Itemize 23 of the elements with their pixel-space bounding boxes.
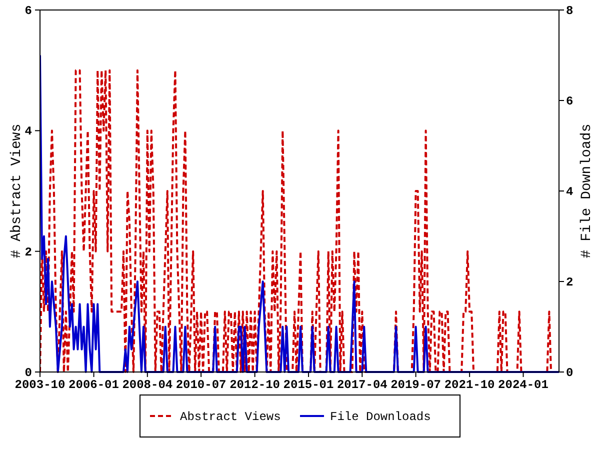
x-tick-label: 2006-01: [68, 378, 119, 392]
y-axis-title: # Abstract Views: [9, 124, 25, 258]
y2-tick-label: 2: [566, 276, 574, 290]
y-tick-label: 0: [24, 366, 32, 380]
x-tick-label: 2012-10: [230, 378, 280, 392]
y2-tick-label: 6: [566, 94, 574, 108]
x-tick-label: 2003-10: [14, 378, 66, 392]
y2-tick-label: 4: [566, 185, 574, 199]
x-tick-label: 2021-10: [444, 378, 495, 392]
x-tick-label: 2017-04: [336, 378, 388, 392]
y-tick-label: 6: [24, 4, 32, 18]
x-tick-label: 2008-04: [122, 378, 173, 392]
x-tick-label: 2019-07: [390, 378, 441, 392]
legend-label: File Downloads: [330, 410, 431, 424]
y-tick-label: 2: [24, 245, 32, 260]
x-tick-label: 2024-01: [498, 378, 548, 392]
y2-tick-label: 8: [566, 4, 574, 18]
y-tick-label: 4: [24, 124, 32, 139]
x-tick-label: 2015-01: [283, 378, 334, 392]
y2-axis-title: # File Downloads: [579, 124, 595, 258]
legend-label: Abstract Views: [180, 410, 281, 424]
x-tick-label: 2010-07: [176, 378, 226, 392]
y2-tick-label: 0: [566, 366, 574, 380]
